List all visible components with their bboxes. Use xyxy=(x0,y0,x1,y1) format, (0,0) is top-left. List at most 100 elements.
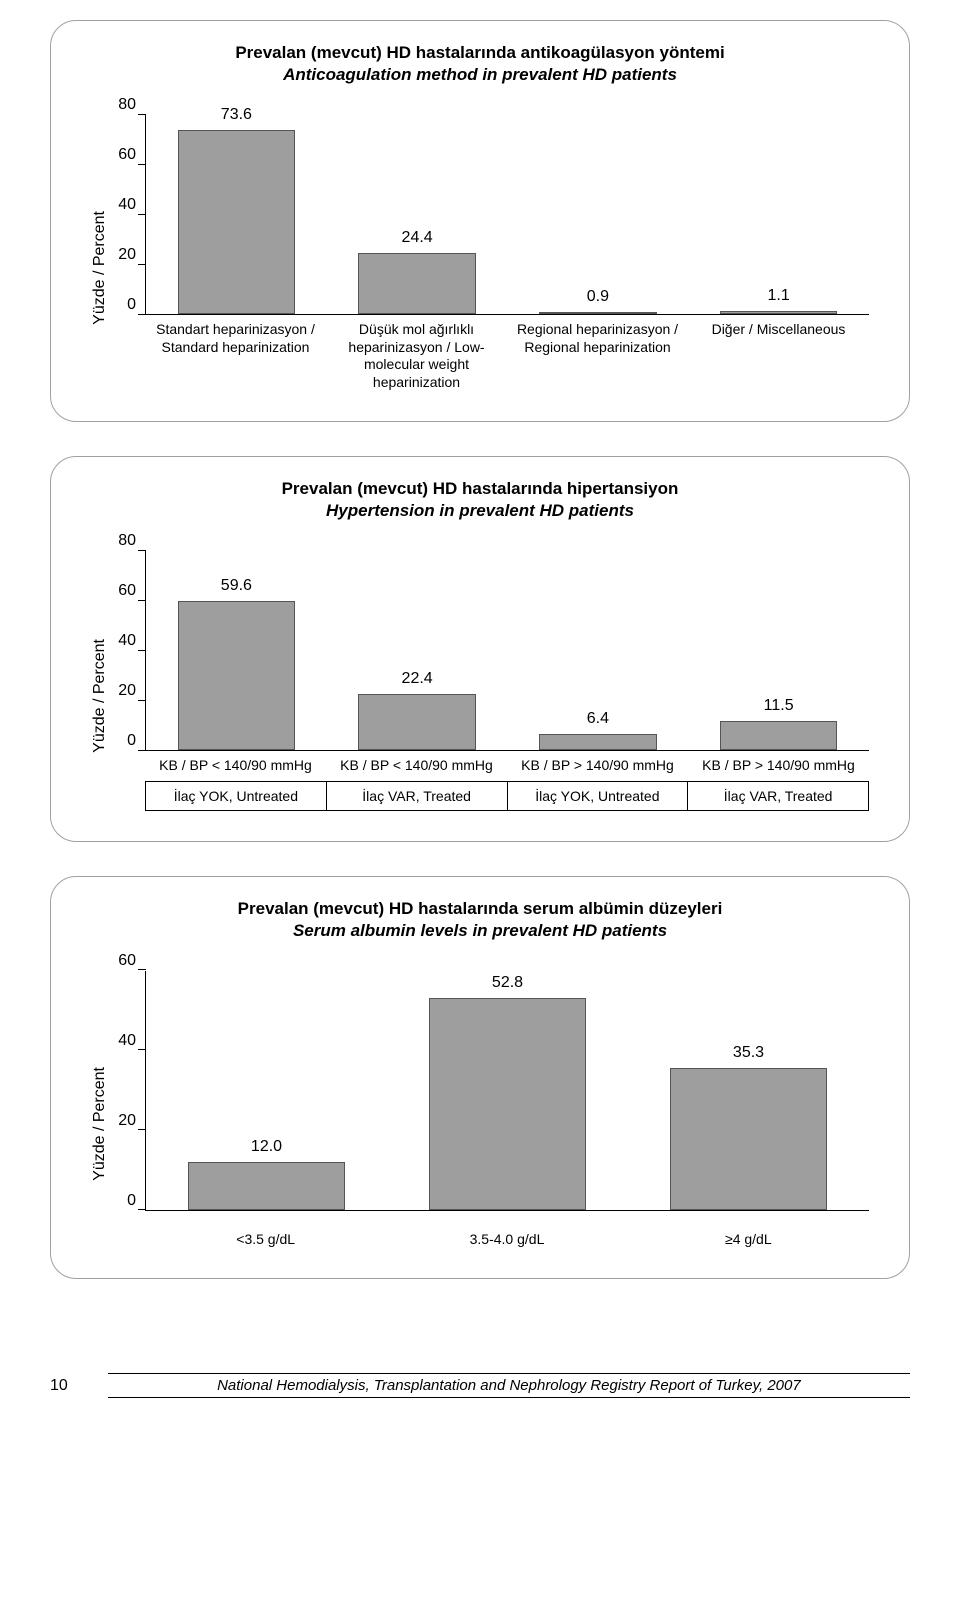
bar xyxy=(670,1068,827,1209)
x-label: Regional heparinizasyon / Regional hepar… xyxy=(507,315,688,391)
chart3-xaxis: <3.5 g/dL3.5-4.0 g/dL≥4 g/dL xyxy=(145,1225,869,1249)
chart1-ylabel: Yüzde / Percent xyxy=(91,181,109,325)
bar xyxy=(358,694,475,750)
ytick-label: 80 xyxy=(118,532,136,550)
ytick xyxy=(138,650,146,651)
footer: 10 National Hemodialysis, Transplantatio… xyxy=(0,1373,960,1398)
page-number: 10 xyxy=(50,1377,68,1395)
x-label: Standart heparinizasyon / Standard hepar… xyxy=(145,315,326,391)
bar xyxy=(539,312,656,314)
bar-cell: 22.4 xyxy=(327,551,508,750)
ytick-label: 60 xyxy=(118,146,136,164)
x-label: Düşük mol ağırlıklı heparinizasyon / Low… xyxy=(326,315,507,391)
ytick xyxy=(138,264,146,265)
bar-value: 0.9 xyxy=(587,288,609,306)
bar-cell: 0.9 xyxy=(508,115,689,314)
bar-value: 52.8 xyxy=(492,974,523,992)
chart3-title-tr: Prevalan (mevcut) HD hastalarında serum … xyxy=(91,899,869,919)
ytick-label: 40 xyxy=(118,632,136,650)
bar xyxy=(539,734,656,750)
chart2-wrap: Yüzde / Percent 02040608059.622.46.411.5… xyxy=(91,551,869,811)
bar-cell: 6.4 xyxy=(508,551,689,750)
ytick-label: 0 xyxy=(127,296,136,314)
chart1: 02040608073.624.40.91.1 Standart heparin… xyxy=(145,115,869,391)
ytick xyxy=(138,164,146,165)
bar xyxy=(358,253,475,314)
x-label: ≥4 g/dL xyxy=(628,1225,869,1249)
chart2-title-tr: Prevalan (mevcut) HD hastalarında hipert… xyxy=(91,479,869,499)
bar-value: 12.0 xyxy=(251,1138,282,1156)
chart3: 020406012.052.835.3 <3.5 g/dL3.5-4.0 g/d… xyxy=(145,971,869,1249)
bar-cell: 11.5 xyxy=(688,551,869,750)
ytick-label: 60 xyxy=(118,952,136,970)
chart2-title: Prevalan (mevcut) HD hastalarında hipert… xyxy=(91,479,869,521)
bar xyxy=(429,998,586,1209)
x-label: KB / BP > 140/90 mmHg xyxy=(688,751,869,775)
bar-value: 24.4 xyxy=(402,229,433,247)
bar xyxy=(178,601,295,750)
x-label: İlaç YOK, Untreated xyxy=(508,782,689,811)
chart3-plot: 020406012.052.835.3 xyxy=(145,971,869,1211)
chart3-wrap: Yüzde / Percent 020406012.052.835.3 <3.5… xyxy=(91,971,869,1249)
chart1-xaxis: Standart heparinizasyon / Standard hepar… xyxy=(145,315,869,391)
x-label: Diğer / Miscellaneous xyxy=(688,315,869,391)
chart1-title-en: Anticoagulation method in prevalent HD p… xyxy=(91,65,869,85)
bar-cell: 35.3 xyxy=(628,971,869,1210)
ytick-label: 20 xyxy=(118,682,136,700)
x-label: İlaç VAR, Treated xyxy=(688,782,869,811)
footer-text: National Hemodialysis, Transplantation a… xyxy=(108,1373,910,1398)
chart2: 02040608059.622.46.411.5 KB / BP < 140/9… xyxy=(145,551,869,811)
bar-value: 1.1 xyxy=(768,287,790,305)
ytick-label: 0 xyxy=(127,1192,136,1210)
ytick xyxy=(138,700,146,701)
chart3-title: Prevalan (mevcut) HD hastalarında serum … xyxy=(91,899,869,941)
bar-cell: 52.8 xyxy=(387,971,628,1210)
chart2-ylabel: Yüzde / Percent xyxy=(91,609,109,753)
chart2-title-en: Hypertension in prevalent HD patients xyxy=(91,501,869,521)
chart3-ylabel: Yüzde / Percent xyxy=(91,1037,109,1181)
bar-value: 35.3 xyxy=(733,1044,764,1062)
bar xyxy=(178,130,295,314)
x-label: İlaç VAR, Treated xyxy=(327,782,508,811)
page: Prevalan (mevcut) HD hastalarında antiko… xyxy=(0,0,960,1333)
ytick xyxy=(138,1209,146,1210)
x-label: <3.5 g/dL xyxy=(145,1225,386,1249)
bar xyxy=(720,311,837,314)
bars: 59.622.46.411.5 xyxy=(146,551,869,750)
bar-cell: 1.1 xyxy=(688,115,869,314)
ytick xyxy=(138,114,146,115)
bar-cell: 73.6 xyxy=(146,115,327,314)
ytick xyxy=(138,1049,146,1050)
chart1-plot: 02040608073.624.40.91.1 xyxy=(145,115,869,315)
ytick xyxy=(138,600,146,601)
bar-value: 6.4 xyxy=(587,710,609,728)
bar-value: 11.5 xyxy=(764,697,794,715)
ytick xyxy=(138,1129,146,1130)
x-label: KB / BP > 140/90 mmHg xyxy=(507,751,688,775)
bar-value: 73.6 xyxy=(221,106,252,124)
chart1-title-tr: Prevalan (mevcut) HD hastalarında antiko… xyxy=(91,43,869,63)
ytick xyxy=(138,550,146,551)
ytick xyxy=(138,750,146,751)
ytick-label: 40 xyxy=(118,1032,136,1050)
chart3-title-en: Serum albumin levels in prevalent HD pat… xyxy=(91,921,869,941)
bar-cell: 12.0 xyxy=(146,971,387,1210)
bar-cell: 24.4 xyxy=(327,115,508,314)
ytick xyxy=(138,969,146,970)
ytick xyxy=(138,314,146,315)
x-label: KB / BP < 140/90 mmHg xyxy=(326,751,507,775)
chart2-xaxis-row1: KB / BP < 140/90 mmHgKB / BP < 140/90 mm… xyxy=(145,751,869,775)
ytick-label: 60 xyxy=(118,582,136,600)
ytick-label: 80 xyxy=(118,96,136,114)
bar xyxy=(720,721,837,750)
x-label: İlaç YOK, Untreated xyxy=(146,782,327,811)
chart1-title: Prevalan (mevcut) HD hastalarında antiko… xyxy=(91,43,869,85)
chart1-panel: Prevalan (mevcut) HD hastalarında antiko… xyxy=(50,20,910,422)
ytick-label: 20 xyxy=(118,1112,136,1130)
ytick xyxy=(138,214,146,215)
ytick-label: 40 xyxy=(118,196,136,214)
ytick-label: 20 xyxy=(118,246,136,264)
chart2-xaxis-row2: İlaç YOK, Untreatedİlaç VAR, Treatedİlaç… xyxy=(145,781,869,811)
chart1-wrap: Yüzde / Percent 02040608073.624.40.91.1 … xyxy=(91,115,869,391)
ytick-label: 0 xyxy=(127,732,136,750)
